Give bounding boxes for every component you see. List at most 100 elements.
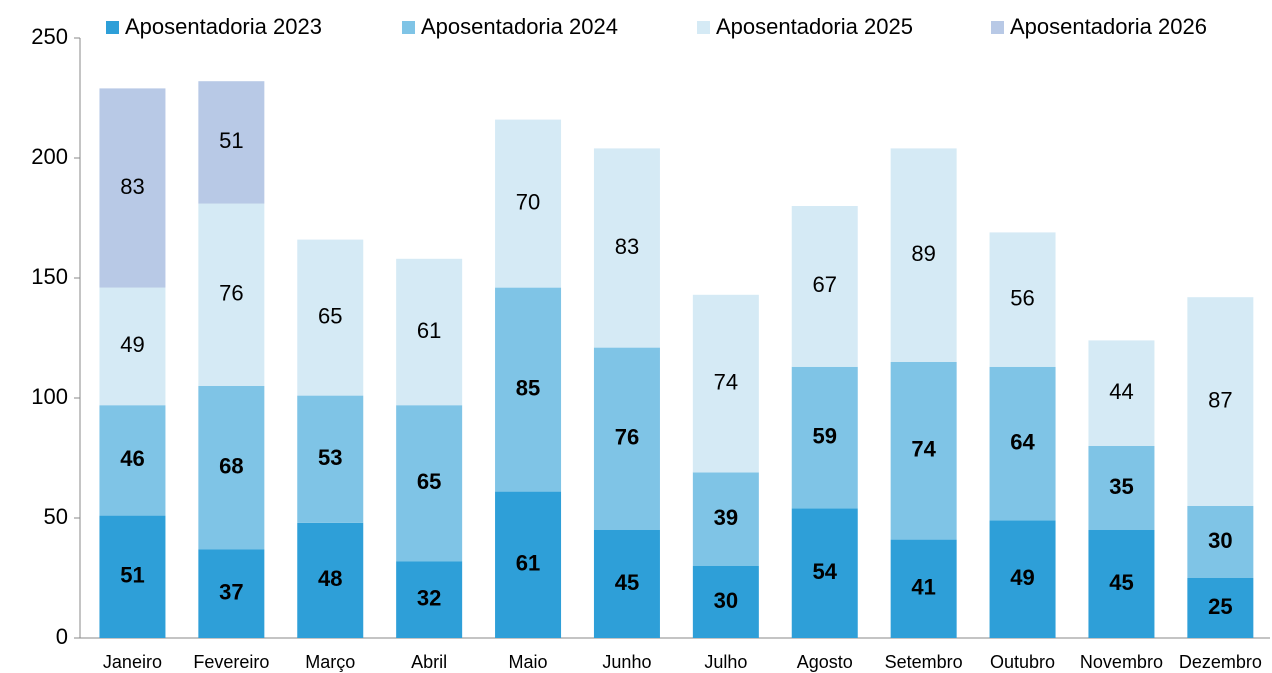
bar-segment (890, 148, 957, 362)
data-label: 49 (120, 332, 144, 357)
bar-segment (1187, 578, 1254, 638)
data-label: 65 (417, 469, 441, 494)
bar-segment (692, 294, 759, 473)
bar-segment (890, 539, 957, 638)
y-tick-label: 50 (44, 504, 68, 529)
x-tick-label: Fevereiro (193, 652, 269, 672)
data-label: 74 (714, 369, 738, 394)
bar-segment (99, 405, 166, 516)
legend-swatch (106, 21, 119, 34)
legend-swatch (991, 21, 1004, 34)
data-label: 65 (318, 303, 342, 328)
data-label: 39 (714, 505, 738, 530)
bar-segment (396, 405, 463, 562)
data-label: 67 (813, 272, 837, 297)
data-label: 61 (417, 318, 441, 343)
bar-segment (495, 287, 562, 492)
bar-segment (593, 148, 660, 348)
x-tick-label: Abril (411, 652, 447, 672)
data-label: 53 (318, 445, 342, 470)
bar-segment (198, 549, 265, 638)
data-label: 87 (1208, 387, 1232, 412)
bar-segment (791, 206, 858, 367)
data-label: 45 (615, 570, 639, 595)
data-label: 83 (120, 174, 144, 199)
legend-label: Aposentadoria 2023 (125, 14, 322, 39)
legend-swatch (697, 21, 710, 34)
x-tick-label: Setembro (885, 652, 963, 672)
bar-segment (593, 347, 660, 530)
data-label: 41 (911, 575, 935, 600)
bar-segment (1088, 446, 1155, 530)
bar-segment (297, 395, 364, 523)
bar-segment (692, 566, 759, 638)
bar-segment (1187, 297, 1254, 506)
data-label: 89 (911, 241, 935, 266)
data-label: 44 (1109, 379, 1133, 404)
x-tick-label: Março (305, 652, 355, 672)
data-label: 59 (813, 423, 837, 448)
bar-segment (198, 81, 265, 204)
x-tick-label: Janeiro (103, 652, 162, 672)
bar-segment (890, 362, 957, 540)
data-label: 35 (1109, 474, 1133, 499)
data-label: 25 (1208, 594, 1232, 619)
data-label: 76 (615, 425, 639, 450)
data-label: 51 (120, 563, 144, 588)
data-label: 37 (219, 579, 243, 604)
data-label: 30 (1208, 528, 1232, 553)
data-label: 49 (1010, 565, 1034, 590)
data-label: 61 (516, 551, 540, 576)
x-tick-label: Maio (509, 652, 548, 672)
bar-segment (495, 491, 562, 638)
bar-segment (989, 232, 1056, 367)
data-label: 46 (120, 446, 144, 471)
data-label: 74 (911, 437, 936, 462)
x-tick-label: Junho (602, 652, 651, 672)
data-label: 56 (1010, 285, 1034, 310)
legend-swatch (402, 21, 415, 34)
legend-label: Aposentadoria 2024 (421, 14, 618, 39)
data-label: 76 (219, 281, 243, 306)
bar-segment (99, 287, 166, 406)
data-label: 83 (615, 234, 639, 259)
y-tick-label: 0 (56, 624, 68, 649)
bar-segment (495, 119, 562, 288)
data-label: 48 (318, 566, 342, 591)
bar-segment (396, 258, 463, 406)
bar-segment (593, 530, 660, 638)
x-tick-label: Outubro (990, 652, 1055, 672)
y-tick-label: 200 (31, 144, 68, 169)
y-tick-label: 150 (31, 264, 68, 289)
bar-segment (99, 88, 166, 288)
bar-segment (99, 515, 166, 638)
data-label: 30 (714, 588, 738, 613)
data-label: 45 (1109, 570, 1133, 595)
bar-segment (1187, 506, 1254, 578)
y-tick-label: 100 (31, 384, 68, 409)
bar-segment (989, 366, 1056, 521)
data-label: 85 (516, 375, 540, 400)
bar-segment (396, 561, 463, 638)
bar-segment (297, 522, 364, 638)
bar-segment (791, 508, 858, 638)
bar-segment (692, 472, 759, 566)
x-tick-label: Novembro (1080, 652, 1163, 672)
legend-label: Aposentadoria 2026 (1010, 14, 1207, 39)
data-label: 68 (219, 453, 243, 478)
data-label: 64 (1010, 429, 1035, 454)
legend-label: Aposentadoria 2025 (716, 14, 913, 39)
bar-segment (989, 520, 1056, 638)
x-tick-label: Agosto (797, 652, 853, 672)
bar-segment (1088, 340, 1155, 446)
y-tick-label: 250 (31, 24, 68, 49)
bar-segment (198, 386, 265, 550)
data-label: 70 (516, 189, 540, 214)
bar-segment (198, 203, 265, 386)
x-tick-label: Julho (704, 652, 747, 672)
data-label: 32 (417, 585, 441, 610)
bar-segment (1088, 530, 1155, 638)
x-tick-label: Dezembro (1179, 652, 1262, 672)
data-label: 54 (813, 559, 838, 584)
